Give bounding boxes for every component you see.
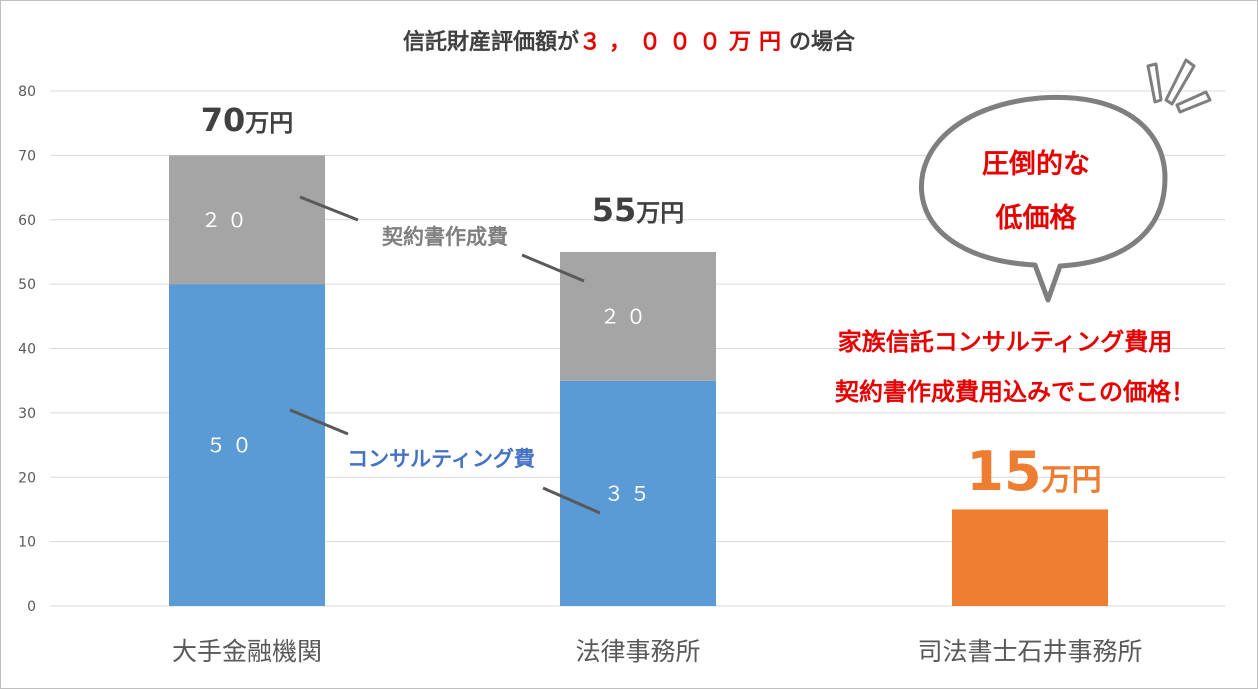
bar-total-label: 70万円	[201, 101, 294, 139]
speech-bubble	[918, 94, 1168, 303]
bar-segment	[560, 251, 716, 381]
bar-data-label: ５０	[206, 433, 258, 457]
bar-segment	[169, 284, 325, 606]
y-tick-label: 60	[18, 213, 36, 229]
chart-title-amount: ３，０００万円	[578, 30, 789, 55]
promo-text-line2: 契約書作成費用込みでこの価格！	[835, 378, 1195, 406]
contract-fee-label: 契約書作成費	[381, 225, 508, 249]
chart-title-suffix: の場合	[789, 30, 856, 55]
consulting-leader-line	[542, 486, 601, 515]
x-category-label: 大手金融機関	[172, 637, 322, 666]
y-tick-label: 0	[27, 599, 36, 615]
bar-segment	[169, 155, 325, 285]
y-tick-label: 70	[18, 148, 36, 164]
bubble-text-line2: 低価格	[995, 203, 1078, 234]
x-category-label: 司法書士石井事務所	[917, 637, 1142, 666]
bubble-text-line1: 圧倒的な	[982, 148, 1090, 180]
promo-text-line1: 家族信託コンサルティング費用	[838, 328, 1173, 356]
chart-title: 信託財産評価額が３，０００万円の場合	[0, 24, 1258, 56]
bar-segment	[952, 509, 1108, 606]
consulting-leader-line	[289, 408, 349, 436]
contract-leader-line	[299, 195, 359, 222]
bar-data-label: ２０	[201, 208, 253, 232]
emphasis-spike	[1164, 58, 1196, 106]
bar-total-label: 55万円	[592, 191, 685, 229]
y-tick-label: 30	[18, 406, 36, 422]
bar-segment	[560, 380, 716, 606]
bar-total-label: 15万円	[966, 440, 1101, 503]
y-tick-label: 10	[18, 535, 36, 551]
y-tick-label: 80	[18, 84, 36, 100]
x-category-label: 法律事務所	[575, 637, 700, 666]
bar-data-label: ２０	[600, 304, 652, 328]
y-tick-label: 50	[18, 277, 36, 293]
y-tick-label: 20	[18, 470, 36, 486]
emphasis-spike	[1175, 90, 1212, 114]
chart-title-prefix: 信託財産評価額が	[402, 30, 579, 55]
contract-leader-line	[521, 253, 585, 283]
consulting-fee-label: コンサルティング費	[347, 447, 535, 471]
emphasis-spike	[1146, 62, 1163, 104]
y-tick-label: 40	[18, 342, 36, 358]
bar-data-label: ３５	[604, 481, 656, 505]
